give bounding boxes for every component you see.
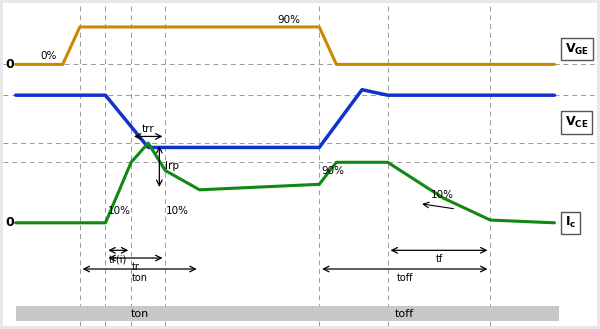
Text: 10%: 10%	[108, 206, 131, 216]
Text: Irp: Irp	[166, 162, 179, 171]
Bar	[16, 306, 559, 321]
Text: 90%: 90%	[321, 165, 344, 176]
Text: 0: 0	[5, 58, 14, 71]
Text: 0%: 0%	[40, 51, 56, 61]
Text: ton: ton	[131, 273, 148, 283]
Text: ton: ton	[131, 309, 149, 318]
Text: toff: toff	[395, 309, 415, 318]
Text: $\mathbf{V_{CE}}$: $\mathbf{V_{CE}}$	[565, 115, 588, 130]
Text: trr: trr	[142, 124, 155, 134]
Text: 90%: 90%	[278, 15, 301, 25]
Text: 10%: 10%	[166, 206, 189, 216]
Text: tf: tf	[436, 254, 443, 264]
Text: toff: toff	[397, 273, 413, 283]
Text: tr: tr	[131, 262, 139, 272]
Text: $\mathbf{I_c}$: $\mathbf{I_c}$	[565, 215, 576, 230]
Text: 10%: 10%	[430, 190, 454, 200]
Text: tr(i): tr(i)	[109, 254, 127, 264]
Text: $\mathbf{V_{GE}}$: $\mathbf{V_{GE}}$	[565, 41, 589, 57]
Text: 0: 0	[5, 216, 14, 229]
